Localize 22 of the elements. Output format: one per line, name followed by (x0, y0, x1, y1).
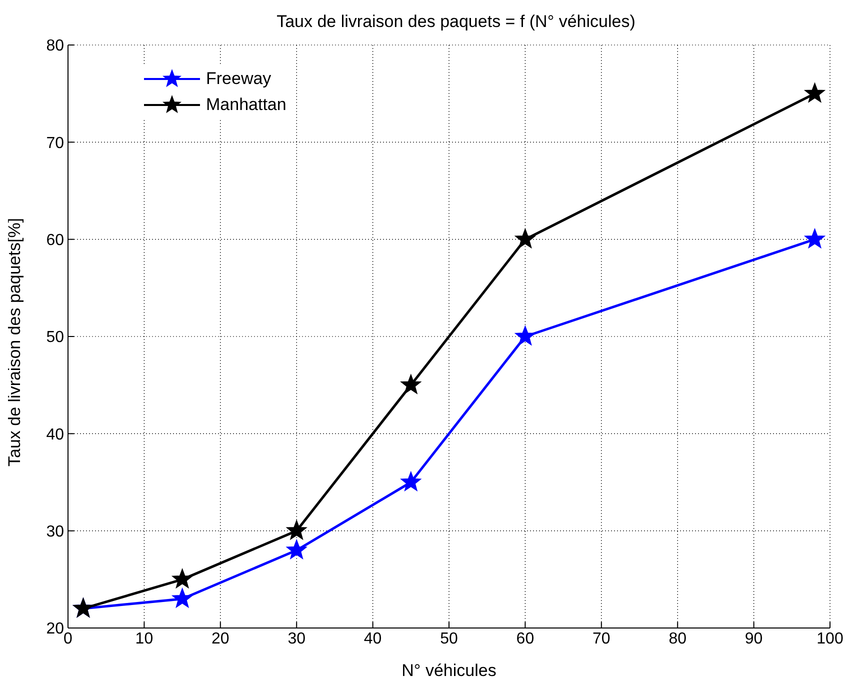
x-tick-label: 100 (816, 630, 844, 648)
y-axis-title: Taux de livraison des paquets[%] (5, 218, 24, 466)
x-tick-label: 30 (288, 630, 306, 648)
x-tick-label: 0 (64, 630, 73, 648)
x-tick-label: 40 (364, 630, 382, 648)
y-tick-label: 30 (46, 524, 64, 541)
x-tick-label: 80 (668, 630, 687, 648)
chart-title: Taux de livraison des paquets = f (N° véhicules) (276, 12, 636, 32)
x-tick-label: 50 (440, 630, 458, 648)
x-tick-label: 20 (212, 630, 230, 648)
x-tick-label: 10 (135, 630, 154, 648)
x-axis-title: N° véhicules (402, 661, 496, 680)
legend-label: Manhattan (206, 95, 286, 115)
x-tick-label: 60 (516, 630, 534, 648)
x-tick-label: 90 (744, 630, 763, 648)
y-tick-label: 70 (46, 134, 64, 152)
y-tick-label: 60 (46, 232, 64, 250)
y-tick-label: 50 (46, 329, 64, 346)
x-tick-label: 70 (592, 630, 610, 648)
legend-label: Freeway (206, 69, 272, 89)
y-tick-label: 40 (46, 426, 64, 444)
y-tick-label: 80 (46, 38, 64, 55)
